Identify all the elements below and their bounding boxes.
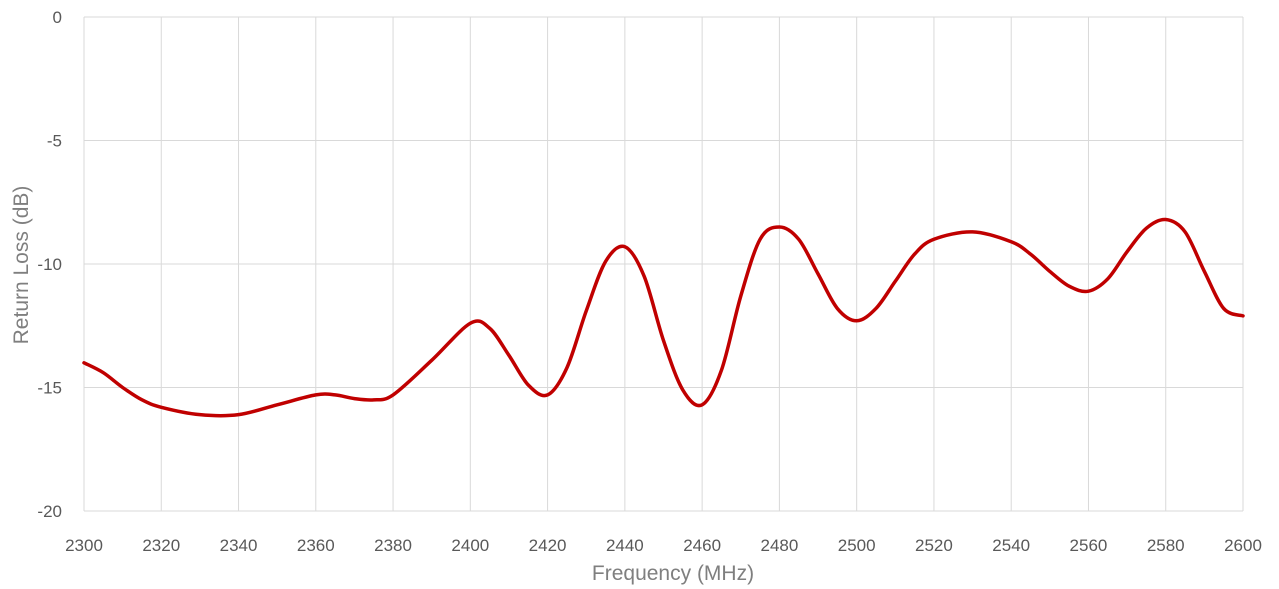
y-axis-ticks: 0 -5 -10 -15 -20 [37,8,62,521]
y-tick-label: 0 [53,8,62,27]
x-tick-label: 2360 [297,536,335,555]
x-tick-label: 2560 [1070,536,1108,555]
y-axis-title: Return Loss (dB) [10,186,33,345]
series-lines [82,217,1245,418]
x-tick-label: 2500 [838,536,876,555]
x-tick-label: 2380 [374,536,412,555]
y-tick-label: -20 [37,502,62,521]
x-axis-ticks: 2300 2320 2340 2360 2380 2400 2420 2440 2460 2480… [65,536,1262,555]
x-tick-label: 2540 [992,536,1030,555]
x-tick-label: 2400 [451,536,489,555]
x-tick-label: 2480 [760,536,798,555]
y-tick-label: -5 [47,132,62,151]
x-tick-label: 2420 [529,536,567,555]
x-tick-label: 2580 [1147,536,1185,555]
x-tick-label: 2440 [606,536,644,555]
x-tick-label: 2340 [220,536,258,555]
x-tick-label: 2300 [65,536,103,555]
x-tick-label: 2520 [915,536,953,555]
x-tick-label: 2460 [683,536,721,555]
x-tick-label: 2320 [142,536,180,555]
x-tick-label: 2600 [1224,536,1262,555]
gridlines [83,16,1244,512]
y-tick-label: -15 [37,379,62,398]
x-axis-title: Frequency (MHz) [592,562,754,585]
y-tick-label: -10 [37,255,62,274]
return-loss-series-line [82,217,1245,418]
